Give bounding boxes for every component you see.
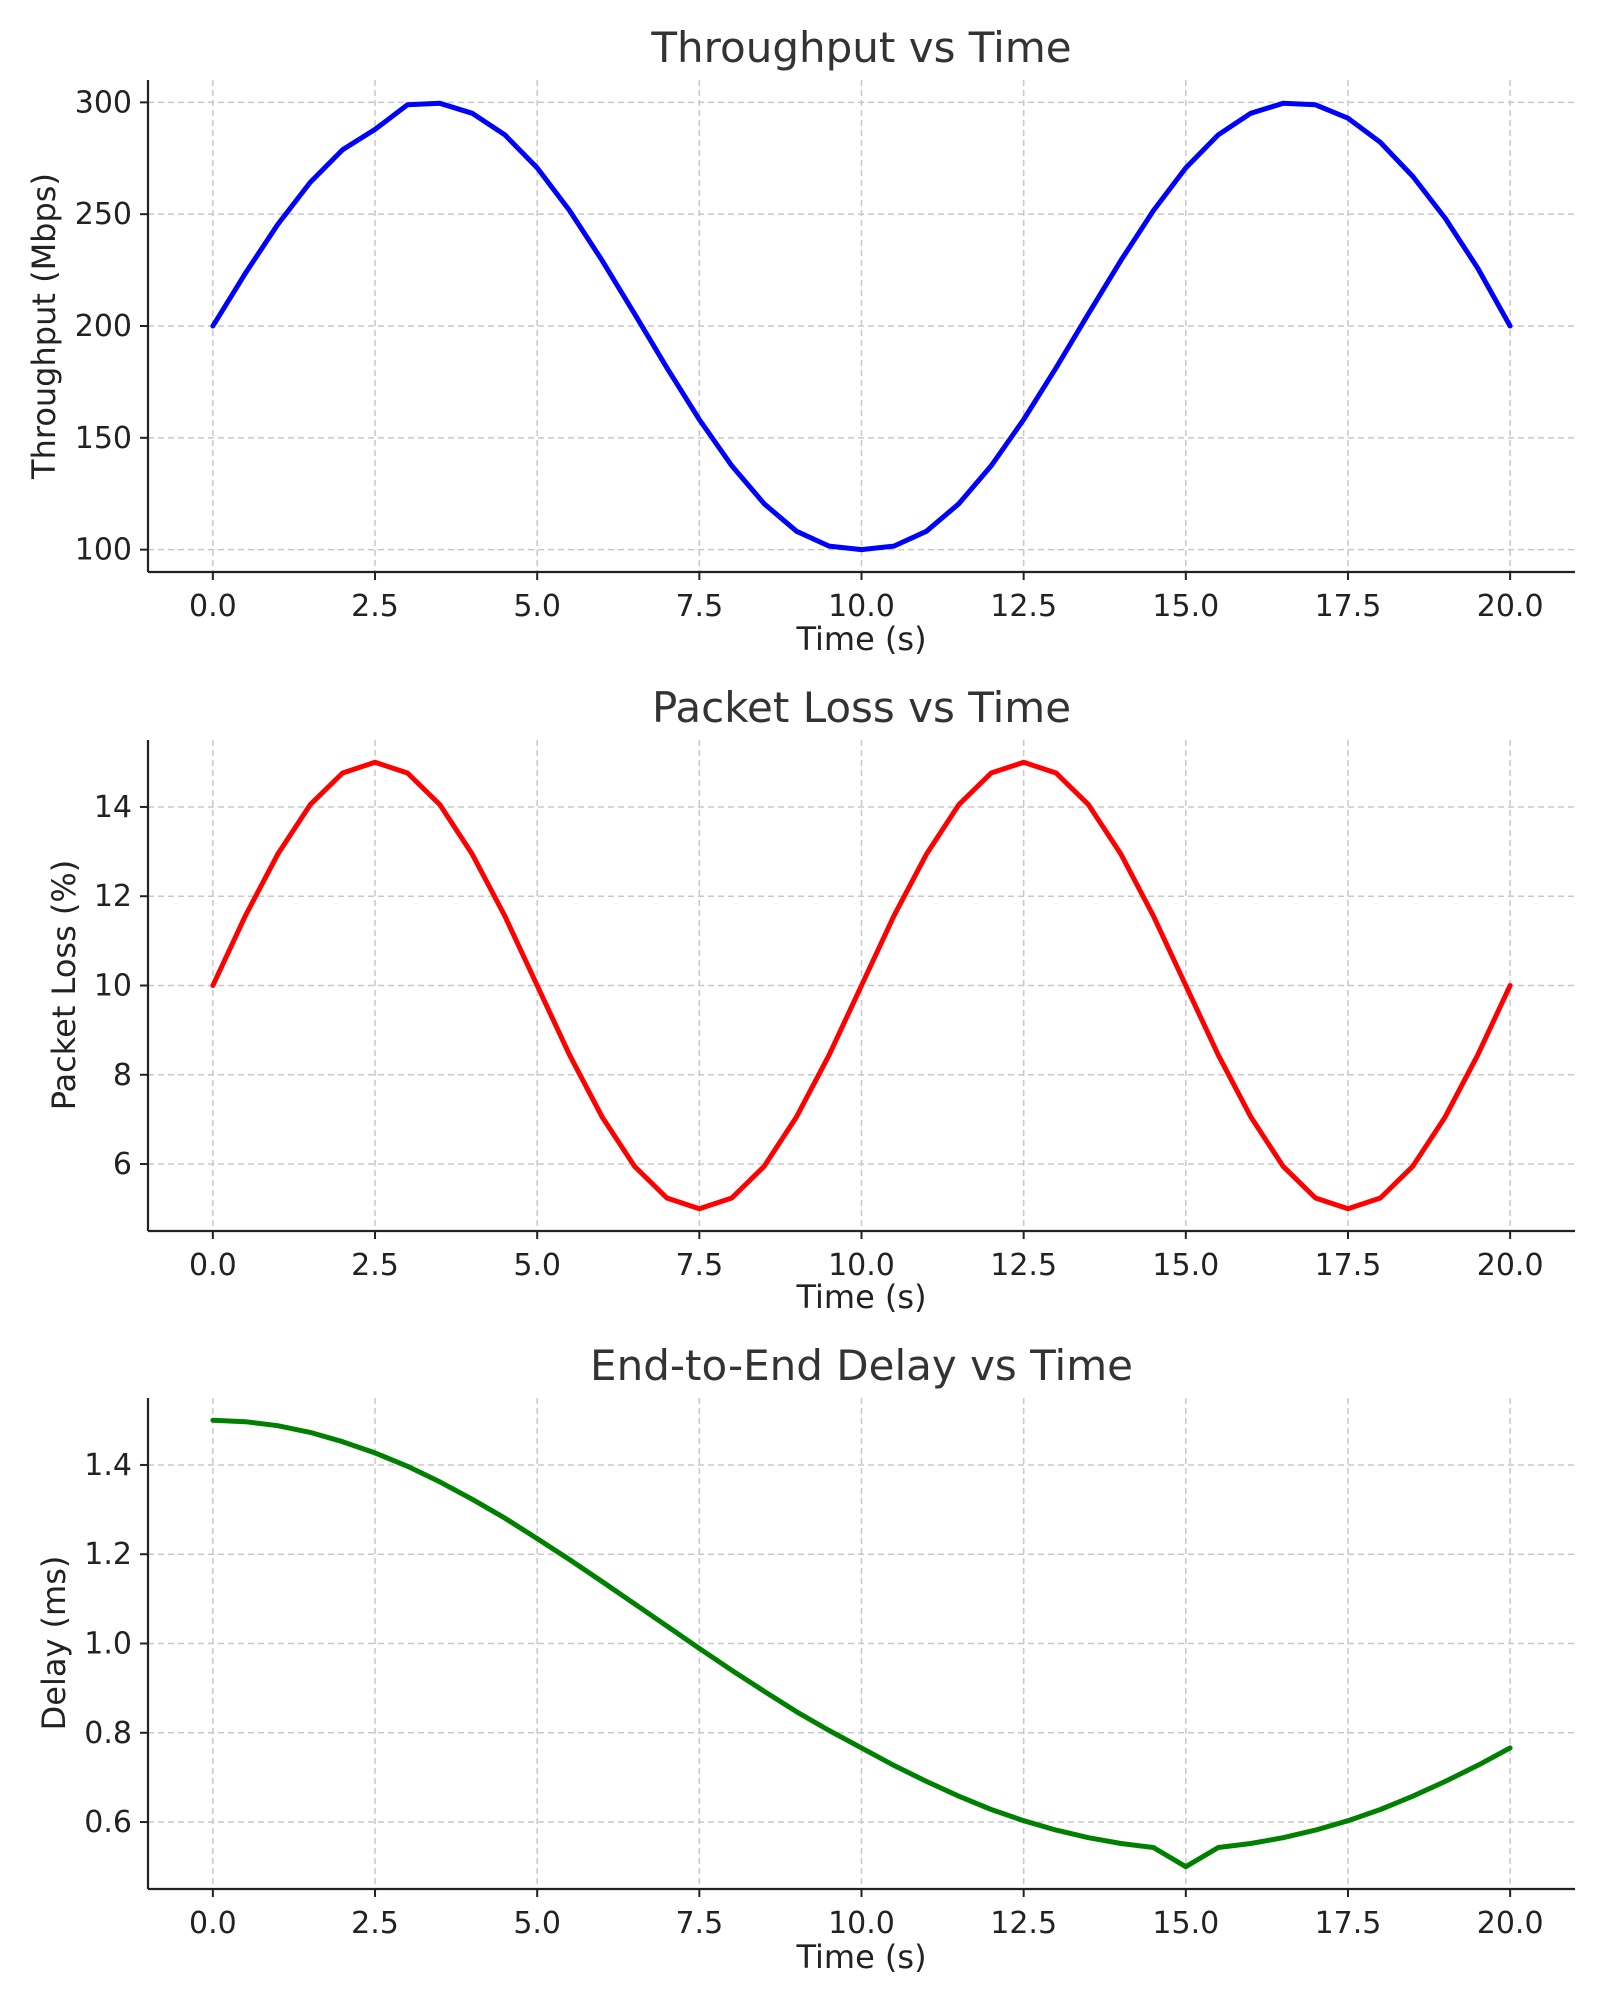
y-tick-label: 150 bbox=[75, 421, 132, 456]
y-tick-label: 14 bbox=[94, 790, 132, 825]
x-tick-label: 7.5 bbox=[675, 589, 723, 624]
x-tick-label: 5.0 bbox=[513, 1906, 561, 1941]
x-tick-label: 20.0 bbox=[1477, 1248, 1544, 1283]
y-tick-label: 10 bbox=[94, 969, 132, 1004]
y-tick-label: 0.8 bbox=[84, 1716, 132, 1751]
chart-title: Throughput vs Time bbox=[650, 23, 1071, 72]
x-tick-label: 15.0 bbox=[1152, 1248, 1219, 1283]
y-tick-label: 200 bbox=[75, 309, 132, 344]
ticks: 0.0 2.5 5.0 7.5 10.0 12.5 15.0 17.5 20.0 0.6 0.8 1.… bbox=[84, 1448, 1543, 1941]
x-tick-label: 7.5 bbox=[675, 1248, 723, 1283]
y-tick-label: 6 bbox=[113, 1147, 132, 1182]
x-tick-label: 0.0 bbox=[189, 1248, 237, 1283]
x-tick-label: 7.5 bbox=[675, 1906, 723, 1941]
chart-title: Packet Loss vs Time bbox=[652, 683, 1071, 732]
series-line-throughput bbox=[210, 100, 1513, 553]
y-tick-label: 100 bbox=[75, 533, 132, 568]
x-tick-label: 0.0 bbox=[189, 1906, 237, 1941]
x-tick-label: 15.0 bbox=[1152, 589, 1219, 624]
x-tick-label: 2.5 bbox=[351, 1248, 399, 1283]
y-tick-label: 1.0 bbox=[84, 1627, 132, 1662]
y-axis-label: Throughput (Mbps) bbox=[25, 173, 63, 480]
y-tick-label: 1.2 bbox=[84, 1537, 132, 1572]
y-tick-label: 12 bbox=[94, 879, 132, 914]
y-axis-label: Packet Loss (%) bbox=[45, 860, 83, 1111]
x-tick-label: 12.5 bbox=[990, 589, 1057, 624]
x-tick-label: 12.5 bbox=[990, 1248, 1057, 1283]
y-tick-label: 250 bbox=[75, 197, 132, 232]
throughput-chart: 0.0 2.5 5.0 7.5 10.0 12.5 15.0 17.5 20.0 100 150 20… bbox=[25, 23, 1575, 658]
packet-loss-chart: 0.0 2.5 5.0 7.5 10.0 12.5 15.0 17.5 20.0 6 8 10 12 14… bbox=[45, 683, 1575, 1316]
y-tick-label: 300 bbox=[75, 85, 132, 120]
y-tick-label: 1.4 bbox=[84, 1448, 132, 1483]
series-line-packet-loss bbox=[210, 759, 1513, 1212]
x-tick-label: 20.0 bbox=[1477, 1906, 1544, 1941]
y-tick-label: 8 bbox=[113, 1058, 132, 1093]
x-tick-label: 10.0 bbox=[828, 1248, 895, 1283]
x-tick-label: 2.5 bbox=[351, 1906, 399, 1941]
x-tick-label: 5.0 bbox=[513, 589, 561, 624]
x-tick-label: 12.5 bbox=[990, 1906, 1057, 1941]
x-tick-label: 15.0 bbox=[1152, 1906, 1219, 1941]
ticks: 0.0 2.5 5.0 7.5 10.0 12.5 15.0 17.5 20.0 6 8 10 12 14 bbox=[94, 790, 1544, 1283]
grid bbox=[148, 1398, 1575, 1889]
x-axis-label: Time (s) bbox=[795, 620, 926, 658]
x-tick-label: 20.0 bbox=[1477, 589, 1544, 624]
delay-chart: 0.0 2.5 5.0 7.5 10.0 12.5 15.0 17.5 20.0 0.6 0.8 1.… bbox=[35, 1341, 1575, 1976]
x-tick-label: 0.0 bbox=[189, 589, 237, 624]
x-tick-label: 10.0 bbox=[828, 1906, 895, 1941]
y-tick-label: 0.6 bbox=[84, 1805, 132, 1840]
x-tick-label: 2.5 bbox=[351, 589, 399, 624]
x-tick-label: 5.0 bbox=[513, 1248, 561, 1283]
x-axis-label: Time (s) bbox=[795, 1938, 926, 1976]
y-axis-label: Delay (ms) bbox=[35, 1556, 73, 1731]
chart-title: End-to-End Delay vs Time bbox=[590, 1341, 1133, 1390]
x-tick-label: 17.5 bbox=[1315, 589, 1382, 624]
x-tick-label: 17.5 bbox=[1315, 1906, 1382, 1941]
x-tick-label: 10.0 bbox=[828, 589, 895, 624]
series-line-delay bbox=[210, 1417, 1513, 1870]
ticks: 0.0 2.5 5.0 7.5 10.0 12.5 15.0 17.5 20.0 100 150 20… bbox=[75, 85, 1544, 624]
grid bbox=[148, 80, 1575, 572]
x-axis-label: Time (s) bbox=[795, 1278, 926, 1316]
x-tick-label: 17.5 bbox=[1315, 1248, 1382, 1283]
